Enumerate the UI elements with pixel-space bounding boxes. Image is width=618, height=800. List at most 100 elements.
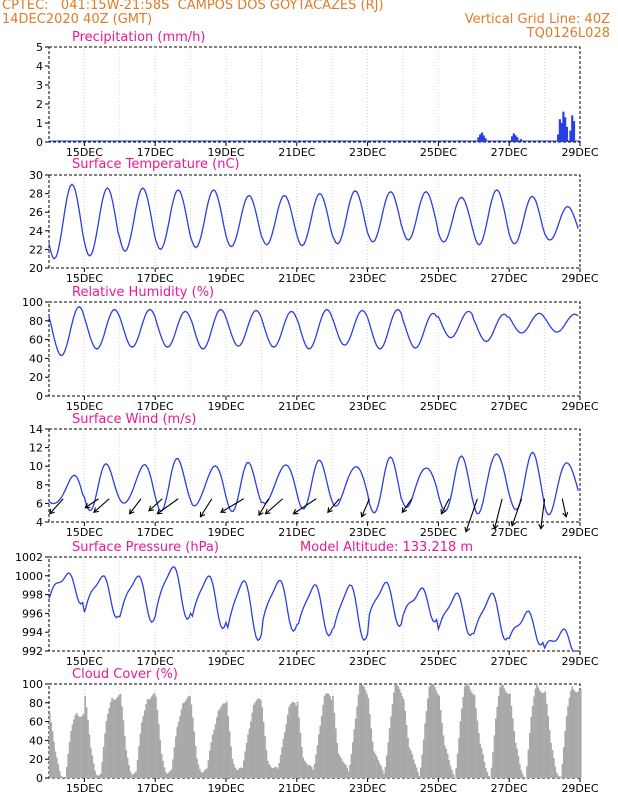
cloud-bar [289,704,292,778]
y-tick-label: 6 [36,497,43,510]
cloud-bar [237,769,239,778]
x-tick-label: 25DEC [420,655,457,668]
cloud-bar [403,699,405,778]
x-tick-label: 21DEC [278,526,315,539]
panel-rh [45,301,581,400]
wind-vector-head [199,511,206,518]
cloud-bar [257,698,259,778]
cloud-bar [536,684,538,778]
panel-subtitle: Model Altitude: 133.218 m [300,540,473,555]
cloud-bar [401,696,404,778]
cloud-bar [49,714,51,778]
cloud-bar [374,753,377,778]
x-tick-label: 19DEC [207,400,244,413]
cloud-bar [240,767,242,778]
cloud-bar [217,710,220,778]
wind-vector [293,498,317,515]
cloud-bar [150,696,153,778]
cloud-bar [156,709,159,778]
cloud-bar [149,698,152,778]
cloud-bar [327,693,330,778]
wind-vector [129,498,142,515]
cloud-bar [513,731,516,778]
cloud-bar [268,764,271,778]
cloud-bar [125,749,128,778]
cloud-bar [80,716,82,778]
y-tick-label: 1 [36,117,43,130]
precip-bar [510,136,514,142]
x-tick-label: 27DEC [491,655,528,668]
y-tick-label: 20 [29,753,43,766]
cloud-bar [111,697,113,778]
cloud-bar [507,694,510,778]
cloud-bar [394,684,397,778]
header-station: CPTEC: 041:15W-21:58S CAMPOS DOS GOYTACA… [2,0,384,13]
cloud-bar [145,704,147,778]
x-tick-label: 21DEC [278,400,315,413]
cloud-bar [346,767,348,778]
x-tick-label: 29DEC [561,272,598,285]
panel-title: Relative Humidity (%) [72,285,214,300]
cloud-bar [305,762,307,778]
cloud-bar [502,685,504,778]
cloud-bar [329,696,331,778]
cloud-bar [298,717,300,778]
precip-bar [571,115,574,142]
cloud-bar [180,709,183,778]
cloud-bar [349,764,351,778]
cloud-bar [383,773,385,778]
cloud-bar [259,700,262,778]
wind-vector [148,498,163,512]
x-tick-label: 25DEC [420,400,457,413]
cloud-bar [315,754,317,778]
cloud-bar [301,746,303,778]
cloud-bar [483,761,486,778]
cloud-bar [529,732,531,778]
cloud-bar [544,691,547,778]
x-tick-label: 19DEC [207,146,244,159]
cloud-bar [384,766,387,778]
cloud-bar [439,710,442,778]
cloud-bar [521,774,524,778]
x-tick-label: 25DEC [420,146,457,159]
wind-vector [93,498,110,513]
cloud-bar [512,718,514,778]
y-tick-label: 26 [29,206,43,219]
cloud-bar [578,690,581,778]
cloud-bar [451,769,453,778]
cloud-bar [309,765,312,778]
cloud-bar [492,751,494,778]
x-tick-label: 17DEC [137,782,174,795]
cloud-bar [480,748,483,778]
cloud-bar [67,754,70,778]
cloud-bar [323,695,326,778]
cloud-bar [201,772,204,778]
cloud-bar [407,737,409,778]
cloud-bar [206,768,208,778]
wind-vector [511,498,523,526]
cloud-bar [540,692,542,778]
y-tick-label: 40 [29,734,43,747]
x-tick-label: 19DEC [207,272,244,285]
cloud-bar [247,734,249,778]
header-model: TQ0126L028 [526,26,610,41]
cloud-bar [101,761,103,778]
cloud-bar [352,742,354,778]
cloud-bar [286,714,289,778]
cloud-bar [519,764,521,778]
cloud-bar [252,704,255,778]
cloud-bar [408,747,411,778]
cloud-bar [255,700,258,778]
cloud-bar [169,770,171,778]
wind-vector-head [148,505,154,512]
cloud-bar [469,689,472,778]
cloud-bar [271,768,273,778]
cloud-bar [184,700,187,778]
cloud-bar [330,699,333,778]
cloud-bar [211,734,214,778]
cloud-bar [129,771,132,778]
cloud-bar [234,767,237,778]
wind-vector [49,498,64,515]
cloud-bar [475,708,477,778]
cloud-bar [557,775,559,778]
